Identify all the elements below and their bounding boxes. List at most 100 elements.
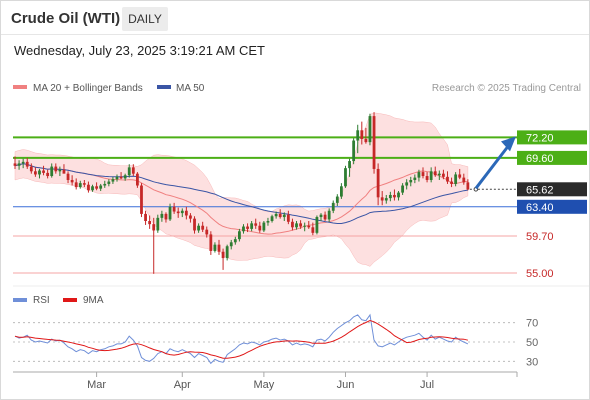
x-axis-ticks: Mar Apr May Jun Jul	[87, 372, 434, 391]
x-tick-label-Jun: Jun	[337, 379, 355, 391]
support-label-55.00: 55.00	[526, 268, 554, 280]
candle-body	[442, 173, 445, 177]
x-tick-label-Mar: Mar	[87, 379, 106, 391]
candle-body	[58, 169, 62, 172]
candle-body	[384, 198, 388, 201]
ma50-legend-swatch	[157, 85, 171, 89]
candle-body	[335, 196, 339, 203]
candle-body	[111, 179, 115, 182]
candle-body	[446, 176, 449, 182]
candle-body	[34, 171, 37, 175]
candle-body	[164, 213, 168, 220]
pivot-label-bg-63.40	[517, 199, 587, 214]
candle-body	[258, 225, 262, 231]
candle-body	[303, 225, 307, 227]
rsi-ma-legend-swatch	[63, 298, 77, 302]
candle-body	[409, 179, 413, 183]
candle-body	[21, 161, 25, 164]
candle-body	[225, 246, 229, 259]
candlesticks	[13, 112, 470, 274]
candle-body	[254, 223, 258, 226]
candle-body	[29, 166, 33, 172]
candle-body	[46, 172, 50, 177]
candle-body	[380, 197, 384, 201]
candle-body	[421, 172, 425, 177]
candle-body	[299, 223, 302, 227]
candle-body	[327, 210, 331, 220]
candle-body	[131, 167, 135, 174]
candle-body	[213, 244, 217, 251]
candle-body	[388, 194, 392, 199]
rsi-ma-legend-label: 9MA	[83, 295, 104, 306]
candle-body	[331, 202, 335, 211]
candle-body	[466, 182, 470, 190]
x-tick-label-Apr: Apr	[174, 379, 191, 391]
timeframe-button[interactable]: DAILY	[122, 7, 168, 31]
candle-body	[462, 177, 466, 183]
support-label-59.70: 59.70	[526, 231, 554, 243]
candle-body	[103, 183, 107, 186]
candle-body	[87, 184, 90, 191]
x-tick-label-May: May	[253, 379, 274, 391]
rsi-tick-label-30: 30	[526, 356, 538, 368]
candle-body	[74, 182, 78, 188]
rsi-tick-label-50: 50	[526, 337, 538, 349]
candle-body	[242, 226, 245, 232]
ma20-legend-swatch	[13, 85, 27, 89]
candle-body	[13, 163, 17, 166]
candle-body	[205, 229, 209, 235]
rsi-line	[14, 313, 469, 365]
candle-body	[229, 242, 233, 247]
candle-body	[352, 140, 356, 162]
candle-body	[123, 175, 127, 179]
candle-body	[115, 176, 119, 180]
candle-body	[201, 225, 205, 230]
candle-body	[107, 181, 111, 184]
candle-body	[50, 166, 54, 177]
candle-body	[197, 225, 200, 231]
rsi-legend-swatch	[13, 298, 27, 302]
rsi-tick-label-70: 70	[526, 318, 538, 330]
candle-body	[286, 214, 290, 222]
candle-body	[458, 174, 462, 178]
ma50-legend-label: MA 50	[176, 83, 205, 94]
resistance-label-bg-72.20	[517, 130, 587, 145]
candle-body	[144, 213, 147, 221]
datetime-label: Wednesday, July 23, 2025 3:19:21 AM CET	[14, 43, 265, 58]
instrument-title: Crude Oil (WTI)	[11, 10, 121, 27]
candle-body	[295, 223, 298, 228]
candle-body	[450, 181, 453, 184]
candle-body	[291, 221, 294, 228]
candle-body	[348, 161, 351, 169]
resistance-label-69.60: 69.60	[526, 153, 554, 165]
candle-body	[250, 223, 254, 229]
candle-body	[429, 171, 433, 180]
level-lines	[13, 136, 517, 274]
price-chart[interactable]: MA 20 + Bollinger Bands MA 50 Research ©…	[1, 66, 589, 398]
candle-body	[136, 173, 139, 186]
ma20-legend-label: MA 20 + Bollinger Bands	[33, 83, 143, 94]
rsi-legend-label: RSI	[33, 295, 50, 306]
candle-body	[417, 172, 421, 178]
candle-body	[393, 194, 396, 198]
candle-body	[356, 130, 360, 141]
bollinger-bands	[14, 112, 469, 267]
candle-body	[364, 138, 368, 143]
header: Crude Oil (WTI) DAILY	[1, 1, 589, 34]
candle-body	[360, 130, 364, 139]
datetime-bar: Wednesday, July 23, 2025 3:19:21 AM CET	[1, 34, 589, 67]
rsi-panel: 70 50 30	[13, 313, 538, 368]
candle-body	[454, 174, 458, 184]
candle-body	[168, 206, 172, 220]
candle-body	[323, 214, 327, 220]
candle-body	[315, 217, 319, 233]
last-label-bg-65.62	[517, 182, 587, 197]
candle-body	[233, 239, 237, 243]
candle-body	[311, 227, 315, 233]
x-tick-label-Jul: Jul	[420, 379, 434, 391]
candle-body	[262, 222, 266, 231]
candle-body	[42, 170, 45, 173]
candle-body	[91, 186, 94, 191]
candle-body	[156, 217, 160, 231]
